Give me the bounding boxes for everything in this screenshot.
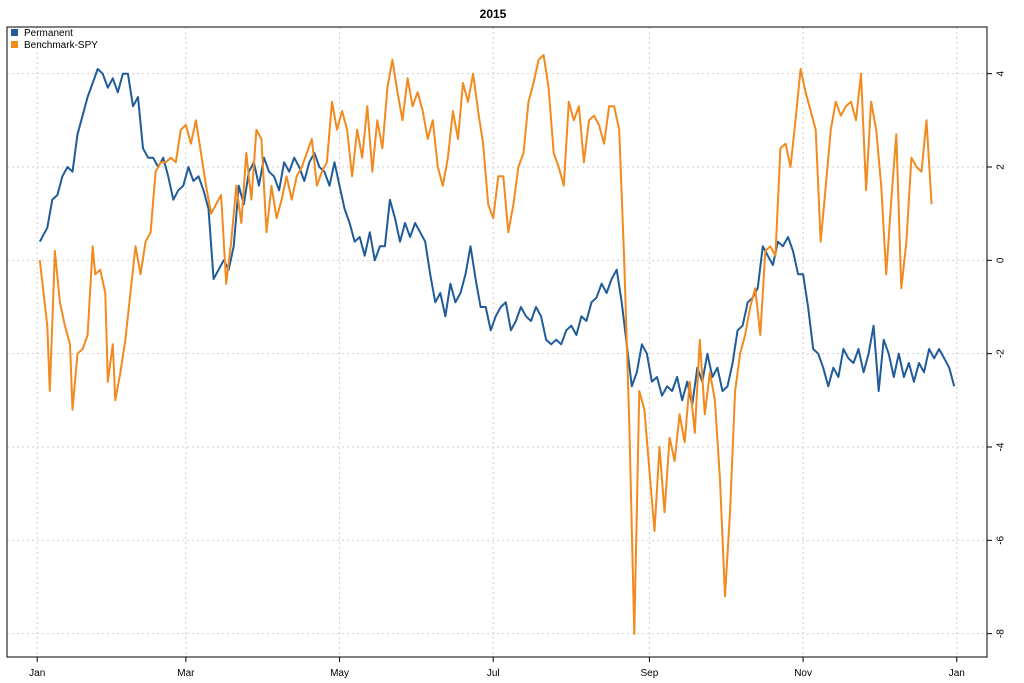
legend-label: Benchmark-SPY: [24, 40, 98, 51]
chart-title: 2015: [480, 7, 507, 21]
y-tick-label: 2: [996, 164, 1007, 170]
legend-swatch: [11, 29, 18, 36]
series-lines: [38, 54, 956, 635]
x-tick-label: Sep: [641, 668, 659, 679]
y-axis: 4 2 0 -2 -4 -6 -8: [987, 70, 1007, 638]
x-tick-label: Jul: [487, 668, 500, 679]
plot-frame: [6, 26, 988, 658]
legend-label: Permanent: [24, 28, 73, 39]
y-tick-label: 4: [996, 70, 1007, 76]
x-tick-label: Jan: [949, 668, 965, 679]
grid-lines: [7, 27, 987, 657]
x-axis: Jan Mar May Jul Sep Nov Jan: [29, 657, 965, 679]
y-tick-label: 0: [996, 257, 1007, 263]
series-line-permanent: [38, 68, 956, 406]
x-tick-label: May: [330, 668, 349, 679]
y-tick-label: -6: [996, 535, 1007, 544]
y-tick-label: -8: [996, 629, 1007, 638]
legend-swatch: [11, 41, 18, 48]
y-tick-label: -4: [996, 442, 1007, 451]
series-line-benchmark-spy: [38, 54, 933, 635]
x-tick-label: Jan: [29, 668, 45, 679]
x-tick-label: Nov: [794, 668, 812, 679]
y-tick-label: -2: [996, 349, 1007, 358]
x-tick-label: Mar: [177, 668, 195, 679]
